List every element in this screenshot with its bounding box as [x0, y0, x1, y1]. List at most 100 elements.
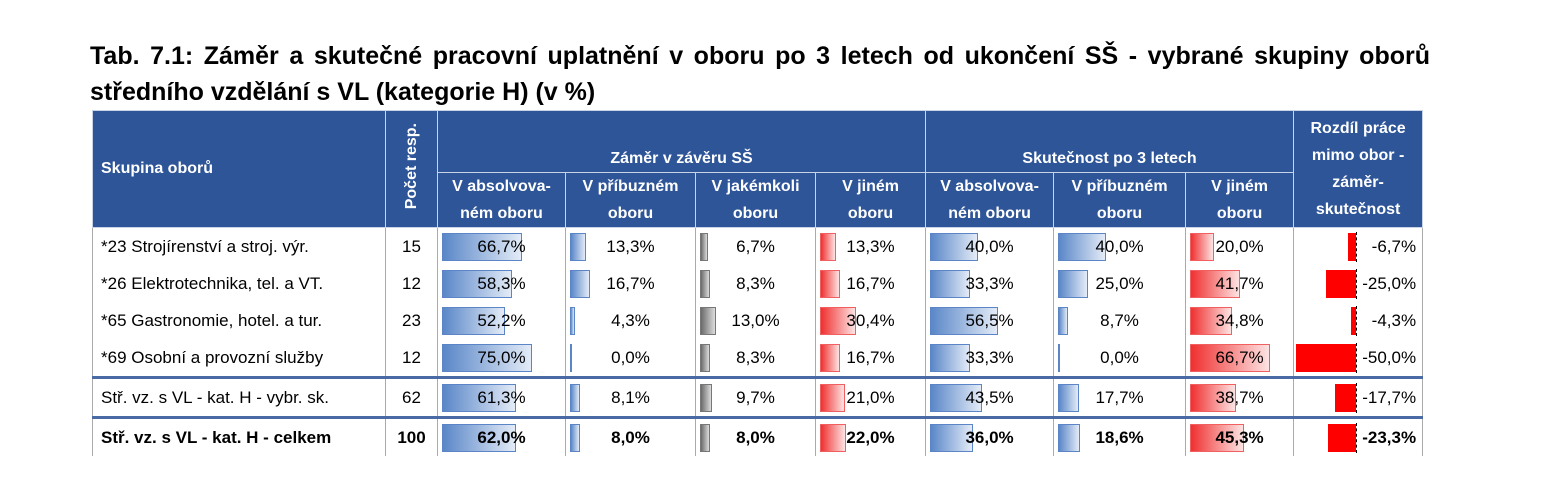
data-bar	[570, 307, 576, 335]
value-cell: 0,0%	[1053, 339, 1187, 378]
cell-text: 18,6%	[1095, 427, 1144, 447]
value-cell: 0,0%	[565, 339, 696, 378]
data-bar	[700, 424, 710, 452]
cell-text: 17,7%	[1095, 387, 1144, 407]
value-cell: 8,7%	[1053, 302, 1187, 339]
value-cell: 8,0%	[695, 416, 816, 456]
header-cell: V jiném oboru	[814, 172, 927, 228]
value-cell: 8,3%	[695, 339, 816, 378]
value-cell: 36,0%	[925, 416, 1055, 456]
data-bar	[570, 233, 586, 261]
value-cell: 45,3%	[1185, 416, 1295, 456]
data-bar	[442, 270, 512, 298]
value-cell: -25,0%	[1293, 265, 1424, 302]
value-cell: 40,0%	[925, 227, 1055, 265]
table-row: Stř. vz. s VL - kat. H - celkem 100 62,0% 8…	[92, 416, 1424, 456]
data-bar	[930, 270, 970, 298]
cell-text: 45,3%	[1215, 427, 1264, 447]
data-bar	[442, 307, 505, 335]
count-cell: 12	[385, 339, 438, 378]
value-cell: 56,5%	[925, 302, 1055, 339]
cell-text: 4,3%	[611, 310, 650, 330]
data-bar	[1334, 384, 1357, 412]
data-bar	[820, 424, 847, 452]
data-bar	[442, 344, 532, 372]
axis-line	[1356, 306, 1358, 336]
axis-line	[1356, 423, 1358, 453]
cell-text: 36,0%	[965, 427, 1014, 447]
data-bar	[1058, 384, 1080, 412]
table-row: Stř. vz. s VL - kat. H - vybr. sk. 62 61,3…	[92, 376, 1424, 418]
data-bar	[700, 233, 709, 261]
cell-text: 40,0%	[1095, 236, 1144, 256]
cell-text: 9,7%	[736, 387, 775, 407]
cell-text: 13,0%	[731, 310, 780, 330]
value-cell: 22,0%	[814, 416, 927, 456]
header-cell: Rozdíl práce mimo obor - záměr-skutečnos…	[1293, 110, 1424, 228]
cell-text: 56,5%	[965, 310, 1014, 330]
data-bar	[930, 384, 983, 412]
cell-text: 61,3%	[477, 387, 526, 407]
value-cell: -23,3%	[1293, 416, 1424, 456]
cell-text: -6,7%	[1371, 236, 1417, 256]
value-cell: 61,3%	[437, 376, 566, 418]
header-cell: V příbuzném oboru	[565, 172, 696, 228]
cell-text: 8,7%	[1100, 310, 1139, 330]
value-cell: 34,8%	[1185, 302, 1295, 339]
value-cell: 18,6%	[1053, 416, 1187, 456]
value-cell: 13,3%	[814, 227, 927, 265]
cell-text: 52,2%	[477, 310, 526, 330]
data-bar	[1190, 424, 1245, 452]
value-cell: 40,0%	[1053, 227, 1187, 265]
value-cell: 75,0%	[437, 339, 566, 378]
cell-text: 6,7%	[736, 236, 775, 256]
cell-text: 8,0%	[736, 427, 775, 447]
data-bar	[700, 384, 712, 412]
count-cell: 62	[385, 376, 438, 418]
data-bar	[930, 424, 974, 452]
header-cell: V příbuzném oboru	[1053, 172, 1187, 228]
data-bar	[1326, 270, 1357, 298]
cell-text: 8,3%	[736, 347, 775, 367]
value-cell: 13,0%	[695, 302, 816, 339]
row-label: *69 Osobní a provozní služby	[92, 339, 386, 378]
value-cell: 17,7%	[1053, 376, 1187, 418]
cell-text: -23,3%	[1362, 427, 1417, 447]
count-cell: 12	[385, 265, 438, 302]
cell-text: 58,3%	[477, 273, 526, 293]
cell-text: 62,0%	[477, 427, 526, 447]
value-cell: 33,3%	[925, 339, 1055, 378]
value-cell: -4,3%	[1293, 302, 1424, 339]
value-cell: 38,7%	[1185, 376, 1295, 418]
data-bar	[1190, 344, 1271, 372]
cell-text: 66,7%	[477, 236, 526, 256]
data-bar	[442, 424, 517, 452]
value-cell: 16,7%	[814, 339, 927, 378]
cell-text: 38,7%	[1215, 387, 1264, 407]
table-row: *26 Elektrotechnika, tel. a VT. 12 58,3% 16…	[92, 265, 1424, 302]
axis-line	[1356, 343, 1358, 373]
count-cell: 23	[385, 302, 438, 339]
value-cell: 8,0%	[565, 416, 696, 456]
cell-text: 75,0%	[477, 347, 526, 367]
data-bar	[820, 233, 836, 261]
table-title: Tab. 7.1: Záměr a skutečné pracovní upla…	[90, 42, 1430, 106]
data-bar	[570, 270, 591, 298]
data-bar	[1296, 344, 1357, 372]
header-cell: V absolvova-ném oboru	[925, 172, 1055, 228]
data-bar	[820, 270, 841, 298]
cell-text: 25,0%	[1095, 273, 1144, 293]
data-bar	[930, 233, 979, 261]
cell-text: -17,7%	[1362, 387, 1417, 407]
data-bar	[570, 424, 580, 452]
data-bar	[1348, 233, 1357, 261]
value-cell: 30,4%	[814, 302, 927, 339]
data-bar	[700, 344, 710, 372]
data-bar	[570, 344, 572, 372]
cell-text: -25,0%	[1362, 273, 1417, 293]
axis-line	[1356, 269, 1358, 299]
data-bar	[930, 307, 998, 335]
data-bar	[1190, 384, 1237, 412]
cell-text: 0,0%	[1100, 347, 1139, 367]
